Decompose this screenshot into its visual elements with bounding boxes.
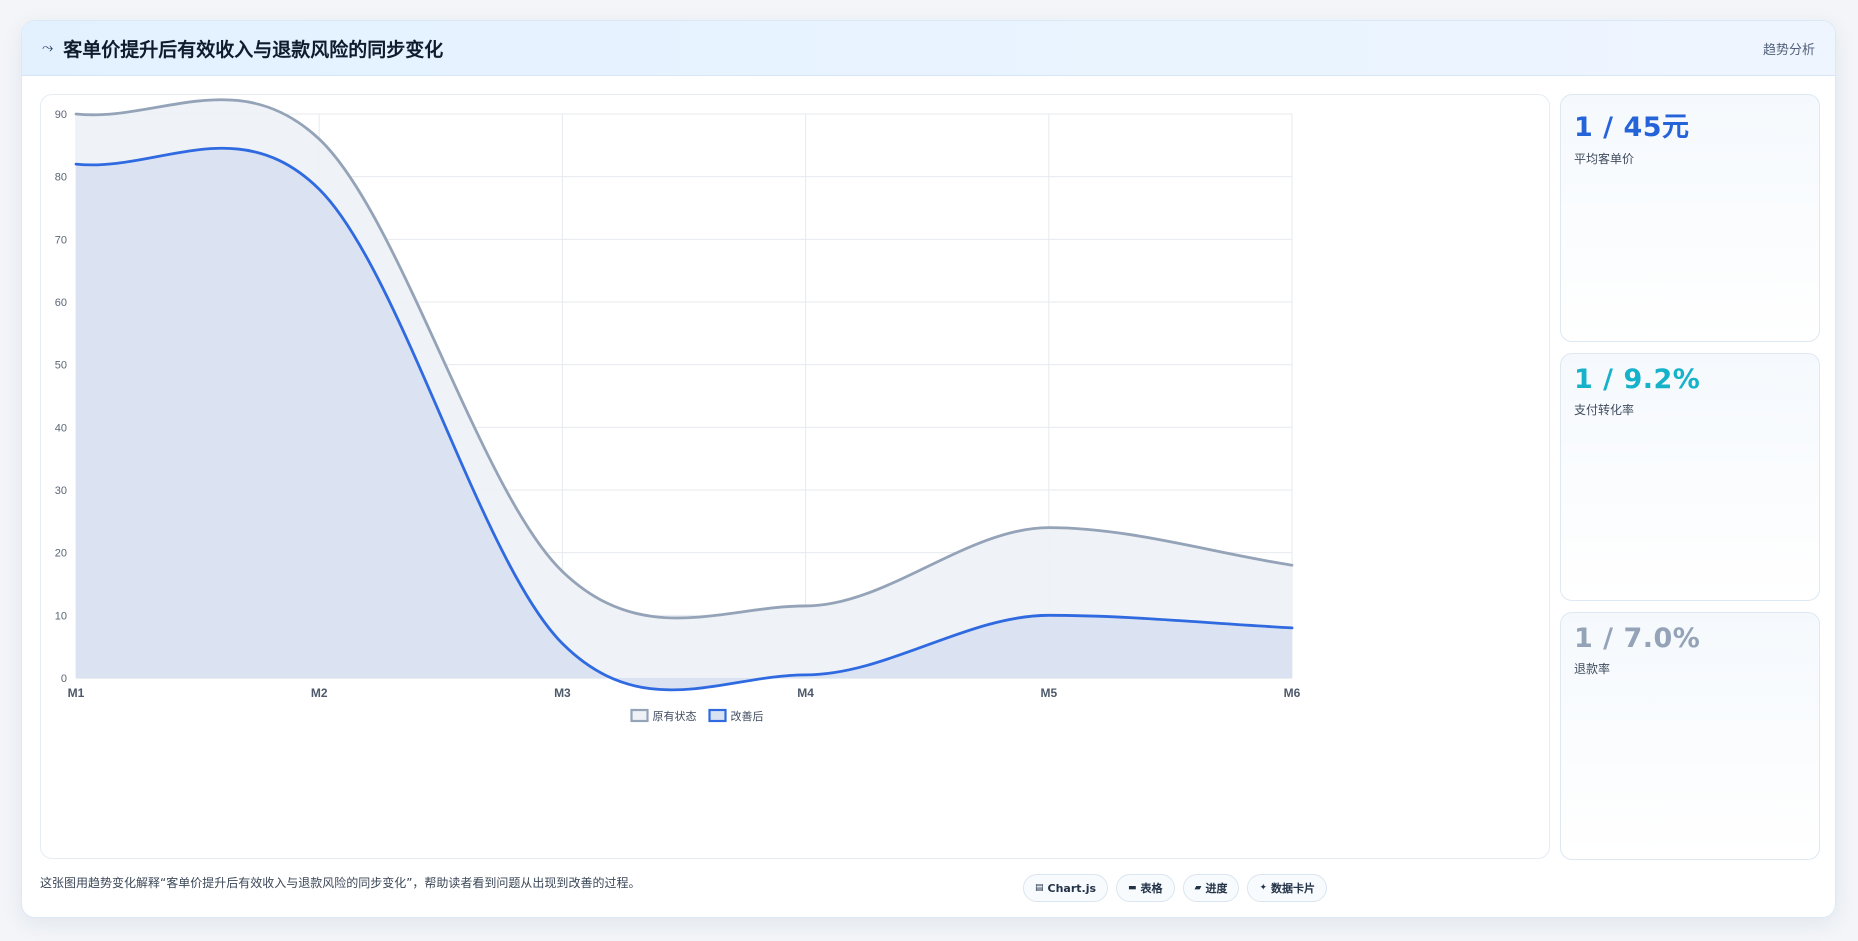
y-tick-label: 90 — [55, 109, 67, 121]
chip-label: 表格 — [1140, 882, 1163, 895]
y-tick-label: 70 — [55, 234, 67, 246]
tech-chips: ▤ Chart.js ▬ 表格 ▰ 进度 ✦ 数据卡片 — [1023, 874, 1328, 902]
x-tick-label: M5 — [1040, 686, 1057, 700]
chip-table[interactable]: ▬ 表格 — [1116, 874, 1175, 902]
y-tick-label: 30 — [55, 485, 67, 497]
kpi-label: 支付转化率 — [1574, 403, 1635, 417]
kpi-value: 1 / 9.2% — [1574, 364, 1701, 395]
chart-panel: 0 10 20 30 40 50 60 70 80 90 M1 M2 M3 M4 M5 M6 原有状态 改善后 — [40, 94, 1550, 859]
kpi-value: 1 / 7.0% — [1574, 623, 1701, 654]
chip-data-card[interactable]: ✦ 数据卡片 — [1247, 874, 1328, 902]
y-tick-label: 0 — [61, 673, 67, 685]
chart-card: ⤳ 客单价提升后有效收入与退款风险的同步变化 趋势分析 0 10 20 30 40 50 6… — [21, 20, 1836, 918]
kpi-card-refund: 1 / 7.0% 退款率 — [1560, 612, 1820, 860]
progress-icon: ▰ — [1194, 883, 1202, 893]
legend-label-1: 改善后 — [731, 709, 764, 723]
card-header: ⤳ 客单价提升后有效收入与退款风险的同步变化 趋势分析 — [22, 21, 1835, 76]
table-icon: ▬ — [1128, 883, 1137, 893]
chart-icon: ▤ — [1035, 883, 1044, 893]
y-tick-label: 50 — [55, 360, 67, 372]
x-tick-label: M3 — [554, 686, 571, 700]
caption-text: 这张图用趋势变化解释“客单价提升后有效收入与退款风险的同步变化”，帮助读者看到问… — [40, 876, 641, 890]
chip-label: 数据卡片 — [1271, 882, 1316, 895]
x-tick-label: M1 — [68, 686, 85, 700]
y-tick-label: 10 — [55, 610, 67, 622]
legend-swatch-0 — [630, 708, 649, 723]
chart-caption: 这张图用趋势变化解释“客单价提升后有效收入与退款风险的同步变化”，帮助读者看到问… — [40, 874, 640, 891]
kpi-label: 退款率 — [1574, 662, 1611, 676]
chart-title: 客单价提升后有效收入与退款风险的同步变化 — [63, 38, 444, 61]
y-tick-label: 80 — [55, 172, 67, 184]
x-tick-label: M6 — [1284, 686, 1301, 700]
area-chart: 0 10 20 30 40 50 60 70 80 90 M1 M2 M3 M4 M5 M6 原有状态 改善后 — [55, 98, 1301, 723]
y-tick-label: 20 — [55, 548, 67, 560]
chip-label: 进度 — [1205, 882, 1228, 895]
y-tick-label: 40 — [55, 422, 67, 434]
sparkline-icon: ⤳ — [42, 40, 54, 56]
header-tag: 趋势分析 — [1762, 42, 1815, 58]
legend-label-0: 原有状态 — [653, 709, 697, 723]
chip-progress[interactable]: ▰ 进度 — [1182, 874, 1240, 902]
chip-label: Chart.js — [1047, 881, 1097, 895]
y-tick-label: 60 — [55, 297, 67, 309]
series-line-0 — [74, 98, 1294, 620]
kpi-card-avg-price: 1 / 45元 平均客单价 — [1560, 94, 1820, 342]
kpi-label: 平均客单价 — [1574, 152, 1635, 166]
chip-chartjs[interactable]: ▤ Chart.js — [1023, 874, 1109, 902]
series-line-1 — [74, 146, 1294, 692]
legend-swatch-1 — [708, 708, 727, 723]
kpi-value: 1 / 45元 — [1574, 112, 1690, 143]
kpi-card-conversion: 1 / 9.2% 支付转化率 — [1560, 353, 1820, 601]
x-tick-label: M4 — [797, 686, 814, 700]
card-icon: ✦ — [1259, 883, 1268, 893]
x-tick-label: M2 — [311, 686, 328, 700]
